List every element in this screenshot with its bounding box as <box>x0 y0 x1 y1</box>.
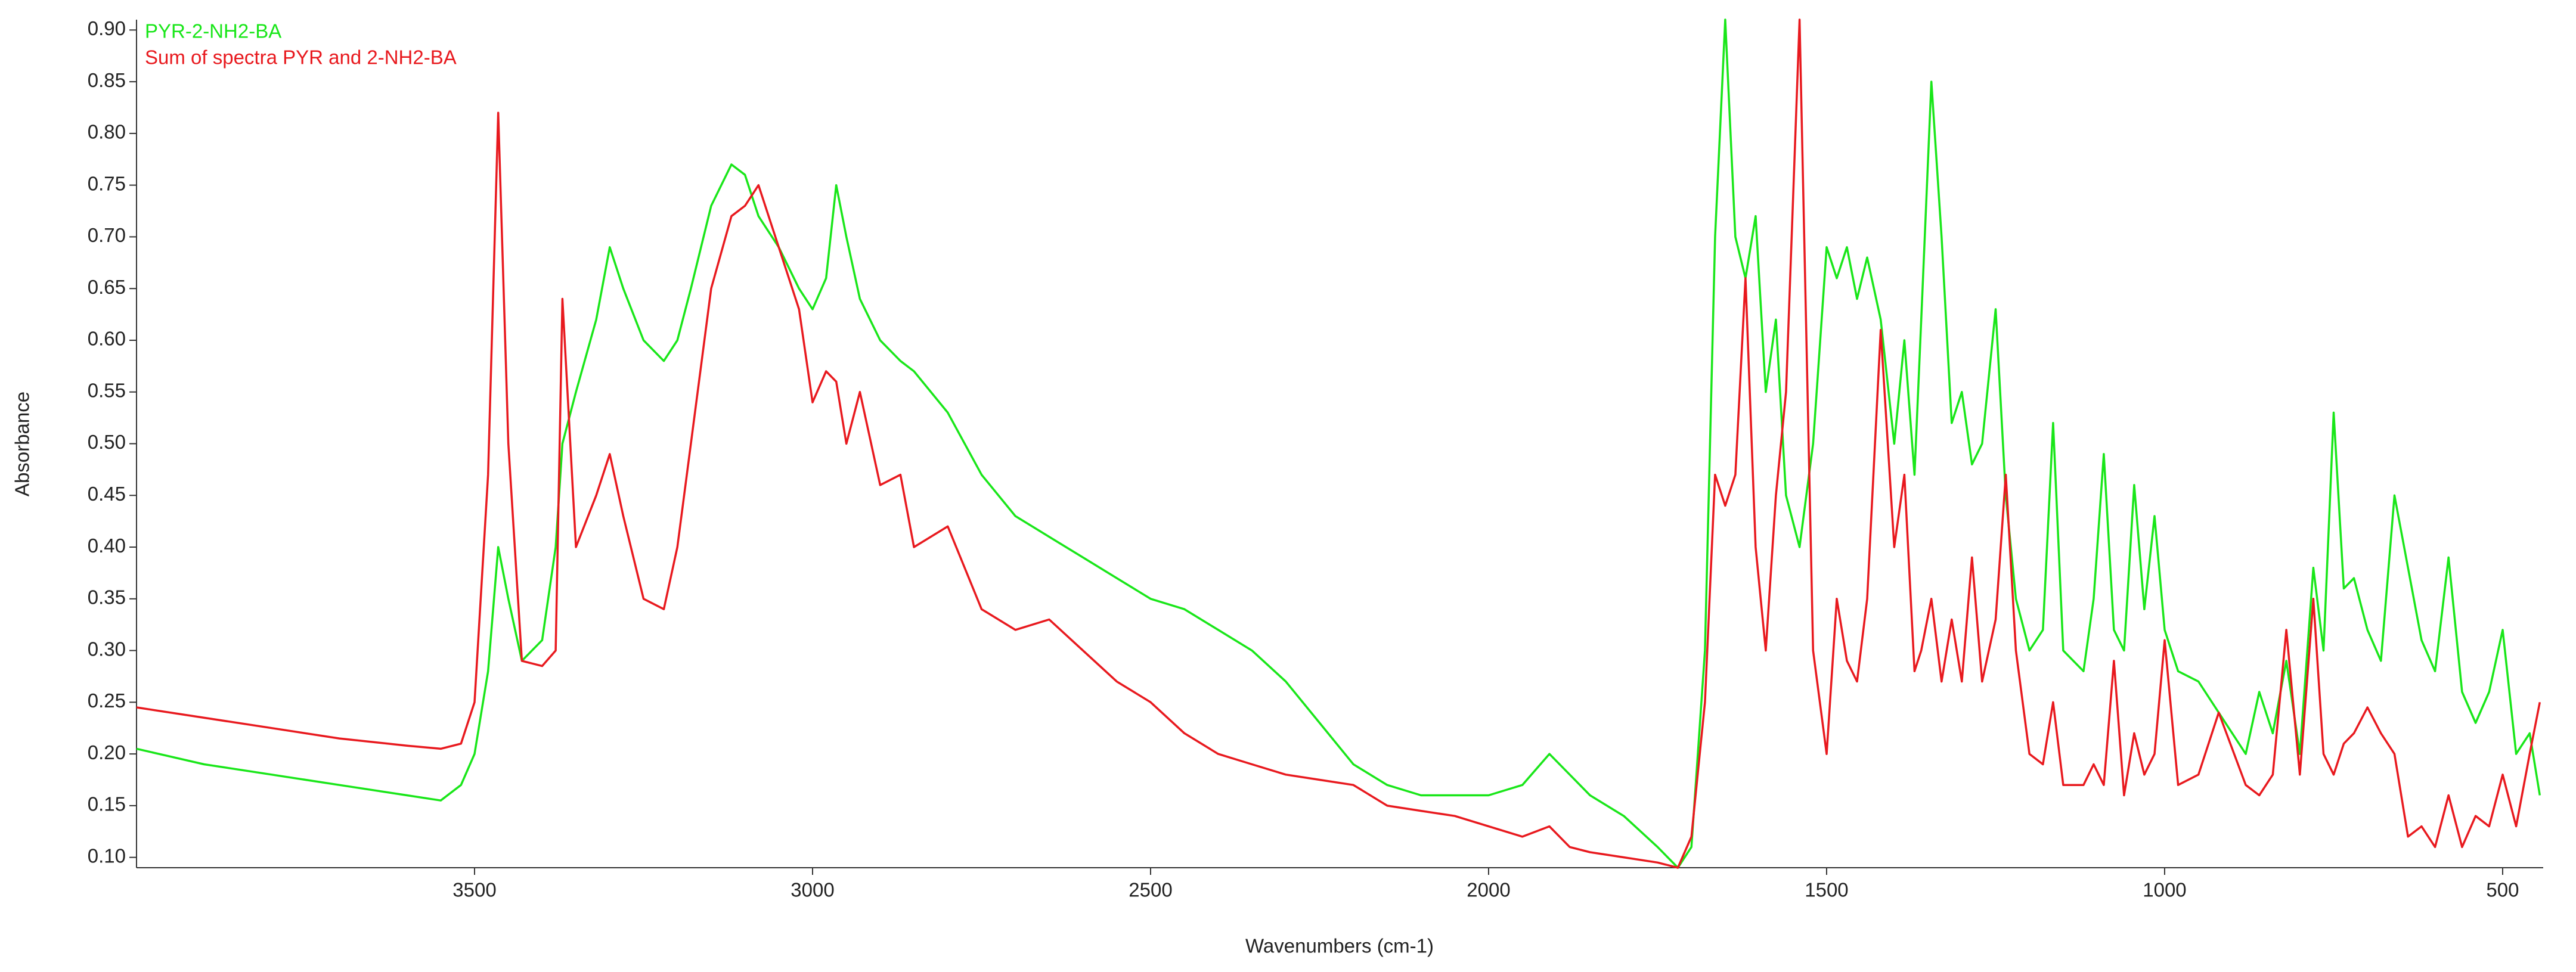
x-axis-title: Wavenumbers (cm-1) <box>1245 935 1434 957</box>
y-tick-label: 0.75 <box>88 172 126 194</box>
x-tick-label: 3500 <box>452 879 496 901</box>
y-tick-label: 0.80 <box>88 121 126 143</box>
y-tick-label: 0.85 <box>88 69 126 91</box>
legend-label: PYR-2-NH2-BA <box>145 20 281 42</box>
y-tick-label: 0.70 <box>88 224 126 246</box>
y-axis-title: Absorbance <box>11 392 33 496</box>
y-tick-label: 0.40 <box>88 535 126 557</box>
y-tick-label: 0.35 <box>88 586 126 608</box>
y-tick-label: 0.65 <box>88 276 126 298</box>
legend-label: Sum of spectra PYR and 2-NH2-BA <box>145 46 457 69</box>
x-tick-label: 1000 <box>2143 879 2186 901</box>
y-tick-label: 0.90 <box>88 17 126 39</box>
x-tick-label: 2500 <box>1129 879 1172 901</box>
y-tick-label: 0.30 <box>88 638 126 660</box>
spectrum-line <box>136 18 2541 869</box>
y-tick-label: 0.45 <box>88 483 126 505</box>
y-tick-label: 0.60 <box>88 328 126 350</box>
y-tick-label: 0.25 <box>88 690 126 712</box>
x-tick-label: 2000 <box>1467 879 1510 901</box>
y-tick-label: 0.10 <box>88 844 126 867</box>
x-tick-label: 3000 <box>791 879 834 901</box>
x-tick-label: 500 <box>2486 879 2519 901</box>
y-tick-label: 0.20 <box>88 741 126 763</box>
x-tick-label: 1500 <box>1805 879 1848 901</box>
y-tick-label: 0.55 <box>88 379 126 401</box>
y-tick-label: 0.50 <box>88 431 126 453</box>
y-tick-label: 0.15 <box>88 793 126 815</box>
spectrum-line <box>136 18 2541 869</box>
